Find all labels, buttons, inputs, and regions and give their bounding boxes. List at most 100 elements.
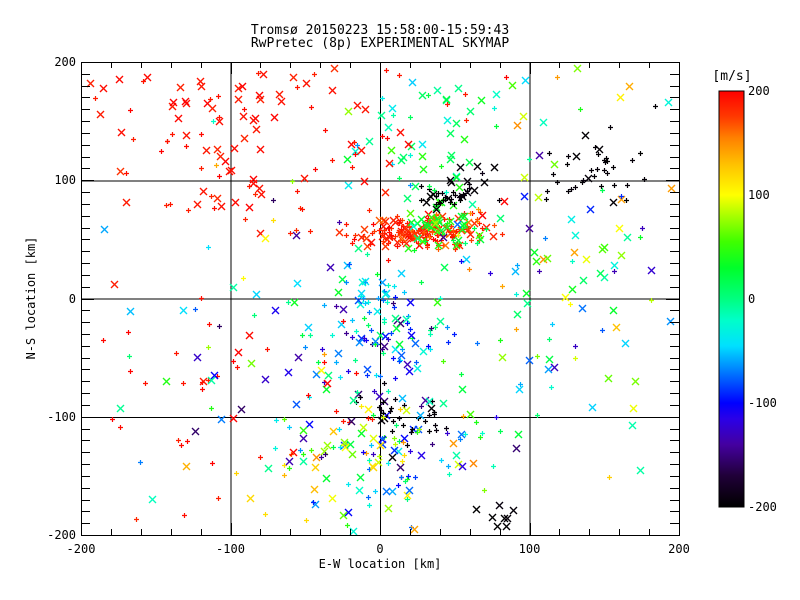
data-point [213, 194, 222, 203]
data-point [489, 232, 498, 241]
data-point [475, 217, 480, 222]
data-point [237, 405, 246, 414]
data-point [210, 461, 215, 466]
data-point [421, 221, 430, 230]
data-point [397, 176, 402, 181]
data-point [609, 306, 618, 315]
data-point [138, 460, 143, 465]
data-point [402, 403, 407, 408]
data-point [324, 371, 333, 380]
data-point [449, 439, 458, 448]
data-point [425, 245, 430, 250]
axes-frame-and-ticks [81, 62, 680, 536]
data-point [182, 513, 187, 518]
data-point [463, 92, 468, 97]
data-point [400, 434, 409, 443]
data-point [458, 437, 463, 442]
data-point [581, 178, 586, 183]
data-point [128, 369, 133, 374]
data-point [566, 154, 571, 159]
data-point [463, 241, 468, 246]
data-point [391, 345, 400, 354]
data-point [431, 237, 436, 242]
data-point [464, 118, 469, 123]
data-point [418, 227, 423, 232]
data-point [457, 212, 466, 221]
y-tick-label: -100 [47, 409, 76, 424]
data-point [544, 197, 549, 202]
data-point [439, 458, 444, 463]
data-point [229, 414, 238, 423]
data-point [179, 306, 188, 315]
data-point [230, 144, 239, 153]
data-point [513, 310, 522, 319]
data-point [382, 381, 387, 386]
data-point [360, 177, 369, 186]
data-point [543, 254, 552, 263]
data-point [346, 482, 351, 487]
data-point [402, 290, 407, 295]
data-point [303, 345, 308, 350]
data-point [282, 473, 287, 478]
data-point [570, 259, 575, 264]
data-point [388, 409, 393, 414]
data-point [573, 64, 582, 73]
data-point [480, 171, 485, 176]
data-point [428, 347, 433, 352]
data-point [367, 503, 372, 508]
data-point [356, 300, 365, 309]
data-point [426, 93, 431, 98]
data-point [110, 417, 115, 422]
data-point [547, 337, 552, 342]
data-point [480, 226, 485, 231]
data-point [261, 375, 270, 384]
data-point [363, 301, 368, 306]
data-point [458, 192, 467, 201]
data-point [490, 163, 499, 172]
data-point [631, 377, 640, 386]
data-point [550, 363, 559, 372]
data-point [447, 472, 452, 477]
data-point [452, 119, 461, 128]
data-point [608, 125, 613, 130]
data-point [638, 235, 643, 240]
data-point [388, 487, 397, 496]
data-point [176, 438, 181, 443]
data-point [419, 165, 428, 174]
data-point [380, 134, 385, 139]
data-point [599, 184, 604, 189]
data-point [441, 241, 450, 250]
data-point [285, 457, 294, 466]
data-point [568, 285, 577, 294]
data-point [377, 454, 382, 459]
data-point [251, 114, 260, 123]
data-point [600, 188, 605, 193]
data-point [640, 226, 645, 231]
data-point [231, 359, 236, 364]
data-point [313, 167, 318, 172]
data-point [449, 201, 458, 210]
data-point [391, 314, 400, 323]
data-point [424, 238, 429, 243]
data-point [323, 441, 332, 450]
data-point [612, 323, 621, 332]
data-point [427, 404, 436, 413]
data-point [261, 234, 270, 243]
data-point [344, 233, 349, 238]
data-point [312, 453, 321, 462]
data-point [293, 279, 302, 288]
data-point [350, 318, 355, 323]
data-point [344, 107, 353, 116]
data-point [141, 79, 146, 84]
data-point [539, 118, 548, 127]
data-point [344, 181, 353, 190]
data-point [385, 136, 390, 141]
data-point [441, 359, 446, 364]
data-point [370, 417, 375, 422]
data-point [568, 302, 573, 307]
data-point [446, 340, 451, 345]
data-point [207, 322, 212, 327]
data-point [468, 200, 477, 209]
data-point [234, 95, 243, 104]
